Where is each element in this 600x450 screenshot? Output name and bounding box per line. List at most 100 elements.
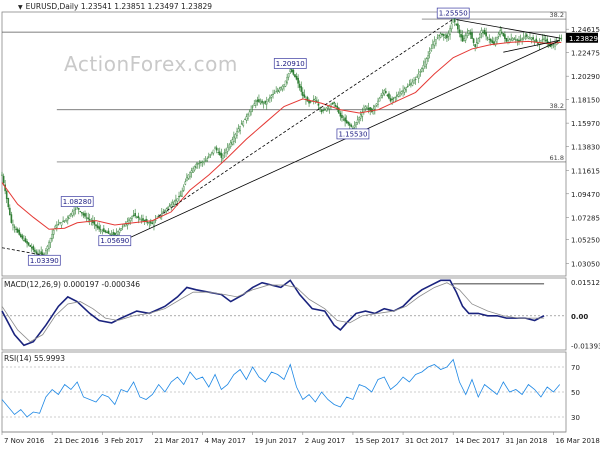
price-candle-body xyxy=(113,232,116,235)
price-candle-body xyxy=(151,222,154,225)
price-candle-body xyxy=(502,33,505,37)
price-candle-body xyxy=(209,154,212,156)
price-candle-body xyxy=(2,175,5,184)
price-candle-body xyxy=(79,211,82,212)
price-panel-title: ▼ EURUSD,Daily 1.23541 1.23851 1.23497 1.… xyxy=(18,2,212,11)
price-candle-body xyxy=(7,197,10,208)
price-candle-body xyxy=(356,119,359,123)
price-candle-body xyxy=(30,246,33,249)
price-candle-body xyxy=(402,90,404,92)
price-candle-body xyxy=(222,154,224,159)
price-candle-body xyxy=(424,61,426,68)
price-candle-body xyxy=(74,208,77,210)
price-annotation-label: 1.15530 xyxy=(338,130,367,138)
price-candle-body xyxy=(475,42,478,49)
price-candle-body xyxy=(193,166,196,171)
price-candle-body xyxy=(281,85,284,90)
price-candle-body xyxy=(289,69,292,73)
price-candle-body xyxy=(286,76,288,83)
price-y-tick-label: 1.03050 xyxy=(571,261,600,269)
macd-y-tick-label: 0.00 xyxy=(571,313,588,321)
price-candle-body xyxy=(345,120,348,124)
price-candle-body xyxy=(334,104,337,107)
price-candle-body xyxy=(84,213,86,217)
price-candle-body xyxy=(173,201,176,205)
price-candle-body xyxy=(18,229,21,235)
price-candle-body xyxy=(292,69,295,75)
price-candle-body xyxy=(383,90,386,95)
price-candle-body xyxy=(323,109,326,110)
price-candle-body xyxy=(49,238,52,243)
price-candle-body xyxy=(81,212,83,214)
price-candle-body xyxy=(46,246,49,250)
price-candle-body xyxy=(215,147,218,151)
price-candle-body xyxy=(477,38,480,44)
price-y-tick-label: 1.18150 xyxy=(571,96,600,104)
price-candle-body xyxy=(339,112,342,117)
price-candle-body xyxy=(469,32,472,35)
price-candle-body xyxy=(1,174,3,176)
price-candle-body xyxy=(471,32,473,39)
price-candle-body xyxy=(468,30,470,34)
macd-line xyxy=(1,279,545,347)
price-candle-body xyxy=(16,228,19,233)
price-y-tick-label: 1.13830 xyxy=(571,143,600,151)
price-candle-body xyxy=(397,94,400,97)
price-candle-body xyxy=(394,96,397,98)
price-candle-body xyxy=(338,107,340,114)
price-candle-body xyxy=(443,33,445,37)
price-candle-body xyxy=(242,121,245,127)
price-candle-body xyxy=(217,152,220,154)
price-candle-body xyxy=(439,33,442,38)
price-candle-body xyxy=(211,151,213,154)
price-candle-body xyxy=(505,38,508,42)
price-panel-frame xyxy=(1,11,567,277)
price-candle-body xyxy=(320,110,323,113)
price-y-tick-label: 1.05250 xyxy=(571,237,600,245)
price-candle-body xyxy=(283,84,285,88)
price-candle-body xyxy=(182,186,185,191)
price-candle-body xyxy=(269,97,271,99)
price-candle-body xyxy=(306,97,309,102)
price-candle-body xyxy=(560,37,563,39)
price-candle-body xyxy=(552,43,555,45)
price-annotation-box xyxy=(273,58,307,69)
price-candle-body xyxy=(178,196,180,198)
price-candle-body xyxy=(294,74,296,78)
x-tick-label: 15 Sep 2017 xyxy=(355,437,399,445)
price-candle-body xyxy=(276,90,279,92)
price-candle-body xyxy=(87,217,89,220)
price-candle-body xyxy=(460,34,462,38)
price-candle-body xyxy=(142,218,144,221)
price-candle-body xyxy=(541,39,544,41)
rsi-y-tick-label: 70 xyxy=(571,364,580,372)
price-candle-body xyxy=(450,23,453,30)
price-candle-body xyxy=(107,230,110,234)
price-candle-body xyxy=(231,139,234,145)
price-annotation-box xyxy=(98,235,132,247)
price-candle-body xyxy=(381,92,384,96)
price-candle-body xyxy=(358,117,361,120)
current-price-tag xyxy=(566,32,598,43)
price-candle-body xyxy=(438,35,440,37)
current-price-label: 1.23829 xyxy=(569,35,598,43)
price-candle-body xyxy=(411,81,414,86)
price-candle-body xyxy=(449,28,451,35)
price-candle-body xyxy=(370,108,373,113)
price-candle-body xyxy=(284,80,287,87)
price-candle-body xyxy=(479,34,481,39)
price-candle-body xyxy=(228,144,230,148)
price-candle-body xyxy=(96,225,99,228)
price-candle-body xyxy=(267,99,270,101)
price-candle-body xyxy=(366,107,368,109)
x-tick-label: 31 Oct 2017 xyxy=(405,437,448,445)
x-tick-label: 4 May 2017 xyxy=(205,437,246,445)
price-candle-body xyxy=(150,221,152,224)
rsi-y-tick-label: 30 xyxy=(571,414,580,422)
rsi-panel-title: RSI(14) 55.9993 xyxy=(4,354,65,363)
price-candle-body xyxy=(59,222,61,224)
price-y-tick-label: 1.22475 xyxy=(571,49,600,57)
price-candle-body xyxy=(20,234,22,238)
price-candle-body xyxy=(9,207,11,215)
price-candle-body xyxy=(515,39,517,41)
